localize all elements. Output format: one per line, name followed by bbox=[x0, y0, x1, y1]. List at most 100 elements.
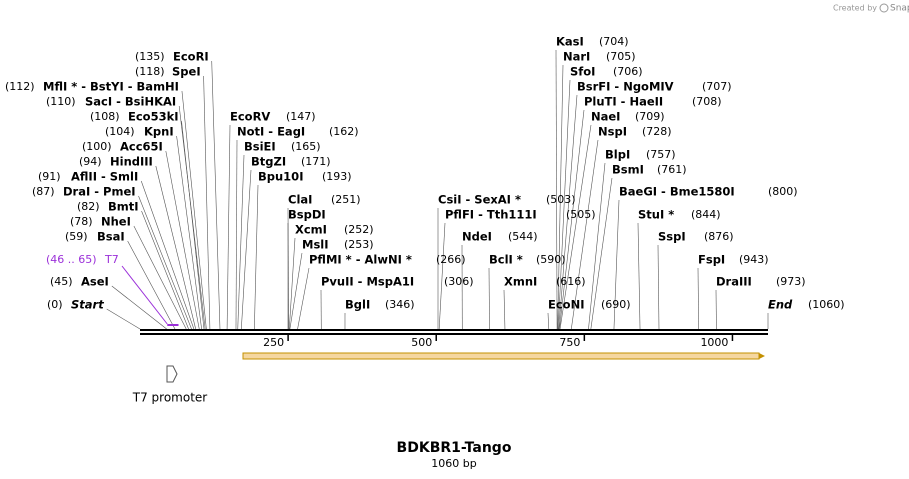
site-position: (757) bbox=[646, 148, 676, 161]
site-position: (118) bbox=[135, 65, 165, 78]
site-position: (108) bbox=[90, 110, 120, 123]
site-line bbox=[547, 312, 550, 330]
site-line bbox=[181, 120, 205, 330]
site-position: (844) bbox=[691, 208, 721, 221]
site-name: NotI - EagI bbox=[237, 125, 305, 139]
site-line bbox=[289, 252, 303, 330]
site-name: MslI bbox=[302, 238, 329, 252]
site-name: PflFI - Tth111I bbox=[445, 208, 537, 222]
site-position: (306) bbox=[444, 275, 474, 288]
site-line bbox=[697, 267, 699, 330]
site-name: End bbox=[768, 298, 793, 312]
site-line bbox=[226, 124, 231, 330]
site-position: (266) bbox=[436, 253, 466, 266]
site-name: SacI - BsiHKAI bbox=[85, 95, 176, 109]
feature-arrow bbox=[759, 353, 765, 359]
site-line bbox=[165, 150, 200, 330]
site-line bbox=[176, 135, 202, 330]
site-position: (100) bbox=[82, 140, 112, 153]
site-name: AflII - SmlI bbox=[71, 170, 138, 184]
site-position: (94) bbox=[79, 155, 102, 168]
site-name: BspDI bbox=[288, 208, 326, 222]
site-line bbox=[558, 94, 578, 330]
site-name: SspI bbox=[658, 230, 686, 244]
site-position: (761) bbox=[657, 163, 687, 176]
site-position: (973) bbox=[776, 275, 806, 288]
site-line bbox=[127, 240, 176, 330]
site-name: NarI bbox=[563, 50, 590, 64]
feature-name: T7 bbox=[104, 253, 119, 266]
site-name: Acc65I bbox=[120, 140, 163, 154]
site-position: (876) bbox=[704, 230, 734, 243]
map-title: BDKBR1-Tango bbox=[397, 440, 512, 456]
site-line bbox=[237, 154, 245, 330]
site-position: (590) bbox=[536, 253, 566, 266]
site-position: (800) bbox=[768, 185, 798, 198]
credit: Created by bbox=[833, 4, 877, 13]
feature-line bbox=[121, 265, 168, 325]
site-position: (544) bbox=[508, 230, 538, 243]
site-line bbox=[613, 199, 620, 330]
site-name: XmnI bbox=[504, 275, 537, 289]
site-position: (165) bbox=[291, 140, 321, 153]
site-name: EcoNI bbox=[548, 298, 584, 312]
site-position: (706) bbox=[613, 65, 643, 78]
site-line bbox=[559, 124, 592, 330]
site-name: BaeGI - Bme1580I bbox=[619, 185, 735, 199]
site-name: KasI bbox=[556, 35, 584, 49]
ruler-label: 500 bbox=[411, 336, 432, 349]
site-line bbox=[235, 139, 238, 330]
site-name: HindIII bbox=[110, 155, 153, 169]
site-line bbox=[657, 244, 660, 330]
site-line bbox=[140, 180, 195, 330]
site-name: CsiI - SexAI * bbox=[438, 193, 521, 207]
site-line bbox=[588, 162, 606, 330]
site-name: XcmI bbox=[295, 223, 327, 237]
site-position: (503) bbox=[546, 193, 576, 206]
site-line bbox=[181, 90, 207, 330]
site-position: (707) bbox=[702, 80, 732, 93]
site-name: BmtI bbox=[108, 200, 139, 214]
site-line bbox=[288, 237, 296, 330]
site-position: (709) bbox=[635, 110, 665, 123]
site-position: (78) bbox=[70, 215, 93, 228]
site-position: (59) bbox=[65, 230, 88, 243]
feature-mark bbox=[167, 324, 179, 326]
site-name: PluTI - HaeII bbox=[584, 95, 663, 109]
site-line bbox=[590, 177, 613, 330]
site-name: DraIII bbox=[716, 275, 752, 289]
site-line bbox=[211, 60, 221, 330]
site-name: BsiEI bbox=[244, 140, 276, 154]
site-name: BsmI bbox=[612, 163, 644, 177]
site-name: BtgZI bbox=[251, 155, 286, 169]
site-position: (0) bbox=[47, 298, 63, 311]
site-position: (147) bbox=[286, 110, 316, 123]
site-position: (104) bbox=[105, 125, 135, 138]
site-line bbox=[106, 308, 141, 330]
site-name: BclI * bbox=[489, 253, 523, 267]
site-name: Bpu10I bbox=[258, 170, 303, 184]
site-line bbox=[557, 79, 571, 330]
site-position: (171) bbox=[301, 155, 331, 168]
site-name: PflMI * - AlwNI * bbox=[309, 253, 412, 267]
site-name: BsrFI - NgoMIV bbox=[577, 80, 674, 94]
site-name: KpnI bbox=[144, 125, 174, 139]
site-line bbox=[559, 109, 585, 330]
site-name: BsaI bbox=[97, 230, 125, 244]
site-line bbox=[203, 75, 211, 330]
site-position: (708) bbox=[692, 95, 722, 108]
ruler-label: 250 bbox=[263, 336, 284, 349]
site-position: (704) bbox=[599, 35, 629, 48]
site-name: NdeI bbox=[462, 230, 492, 244]
site-line bbox=[287, 207, 290, 330]
ruler-label: 750 bbox=[559, 336, 580, 349]
site-name: MflI * - BstYI - BamHI bbox=[43, 80, 179, 94]
site-position: (251) bbox=[331, 193, 361, 206]
site-line bbox=[241, 169, 252, 330]
feature-range: (46 .. 65) bbox=[46, 253, 97, 266]
site-name: PvuII - MspA1I bbox=[321, 275, 414, 289]
site-position: (82) bbox=[77, 200, 100, 213]
site-name: EcoRI bbox=[173, 50, 209, 64]
site-position: (87) bbox=[32, 185, 55, 198]
